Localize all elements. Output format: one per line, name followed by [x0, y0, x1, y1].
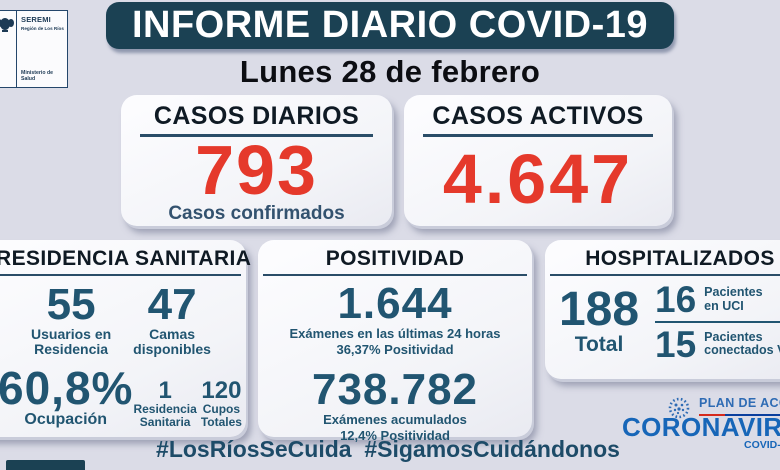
agency-region: Región de Los Ríos	[21, 26, 64, 31]
examenes-acumulados-label: Exámenes acumulados	[323, 411, 467, 427]
chile-coat-of-arms-icon	[0, 15, 14, 48]
positividad-card: POSITIVIDAD 1.644 Exámenes en las última…	[258, 240, 532, 443]
plan-de-accion-lockup: PLAN DE ACCIÓN	[663, 394, 780, 427]
plan-label-wrap: PLAN DE ACCIÓN	[699, 394, 780, 417]
agency-ministry: Ministerio de Salud	[21, 70, 53, 82]
vm-stat: 15 Pacientes conectados VM	[655, 323, 780, 365]
casos-diarios-value: 793	[195, 130, 318, 209]
positividad-acumulada-label: 12,4% Positividad	[340, 427, 450, 443]
title-underline	[422, 134, 654, 137]
vm-value: 15	[655, 323, 697, 365]
residencia-bottom-stats: 60,8% Ocupación 1 Residencia Sanitaria 1…	[0, 361, 246, 429]
covid19-sublabel: COVID-19	[744, 439, 780, 451]
plan-de-accion-label: PLAN DE ACCIÓN	[699, 396, 780, 410]
casos-diarios-title: CASOS DIARIOS	[153, 102, 360, 130]
camas-stat: 47 Camas disponibles	[133, 280, 211, 358]
cropped-banner-fragment	[6, 460, 85, 470]
seremi-logo-box: SEREMI Región de Los Ríos Ministerio de …	[0, 10, 68, 88]
positividad-24h-label: 36,37% Positividad	[336, 342, 454, 358]
hospitalizados-total-label: Total	[574, 333, 624, 357]
camas-value: 47	[147, 280, 197, 329]
residencia-top-stats: 55 Usuarios en Residencia 47 Camas dispo…	[0, 280, 246, 358]
cupos-value: 120	[201, 377, 242, 405]
uci-stat: 16 Pacientes en UCI	[655, 279, 780, 320]
residencia-title: RESIDENCIA SANITARIA	[0, 247, 252, 270]
coat-of-arms-panel	[0, 11, 17, 87]
cupos-stat: 120 Cupos Totales	[197, 379, 246, 429]
examenes-24h-stat: 1.644 Exámenes en las últimas 24 horas 3…	[258, 282, 532, 359]
residencia-sanitaria-card: RESIDENCIA SANITARIA 55 Usuarios en Resi…	[0, 240, 252, 437]
casos-diarios-card: CASOS DIARIOS 793 Casos confirmados	[121, 95, 392, 226]
agency-text-panel: SEREMI Región de Los Ríos Ministerio de …	[17, 11, 67, 87]
residencias-value: 1	[158, 377, 172, 405]
uci-vm-divider	[655, 321, 780, 323]
usuarios-label: Usuarios en Residencia	[31, 325, 112, 358]
casos-activos-title: CASOS ACTIVOS	[432, 102, 644, 130]
examenes-acumulados-value: 738.782	[311, 364, 479, 414]
hospitalizados-total-stat: 188 Total	[551, 282, 647, 358]
ocupacion-label: Ocupación	[24, 411, 108, 429]
hospitalizados-total-value: 188	[558, 282, 640, 336]
residencias-label: Residencia Sanitaria	[133, 402, 197, 430]
examenes-24h-value: 1.644	[337, 279, 453, 328]
uci-value: 16	[655, 279, 697, 320]
ocupacion-value: 60,8%	[0, 361, 134, 414]
report-date: Lunes 28 de febrero	[239, 54, 541, 89]
report-title-banner: INFORME DIARIO COVID-19	[106, 2, 674, 49]
cupos-label: Cupos Totales	[200, 402, 242, 430]
hospitalizados-card: HOSPITALIZADOS 188 Total 16 Pacientes en…	[545, 240, 780, 379]
hospitalizados-title: HOSPITALIZADOS	[585, 247, 775, 270]
usuarios-value: 55	[46, 280, 96, 329]
residencias-stat: 1 Residencia Sanitaria	[133, 379, 196, 429]
title-underline	[139, 134, 374, 137]
coronavirus-icon	[663, 396, 695, 427]
hospitalizados-stats: 188 Total 16 Pacientes en UCI 15 Pacient…	[545, 276, 780, 365]
casos-diarios-label: Casos confirmados	[168, 202, 345, 224]
hospitalizados-detail: 16 Pacientes en UCI 15 Pacientes conecta…	[647, 279, 780, 365]
examenes-24h-label: Exámenes en las últimas 24 horas	[289, 326, 501, 341]
campaign-hashtags: #LosRíosSeCuida #SigamosCuidándonos	[156, 436, 620, 462]
ocupacion-stat: 60,8% Ocupación	[0, 361, 134, 429]
coronavirus-wordmark: CORONAVIRUS	[622, 412, 780, 442]
uci-label: Pacientes en UCI	[704, 284, 763, 313]
flag-underline	[699, 414, 780, 417]
casos-activos-card: CASOS ACTIVOS 4.647	[404, 95, 672, 226]
camas-label: Camas disponibles	[133, 325, 211, 358]
positividad-title: POSITIVIDAD	[325, 247, 465, 270]
agency-name: SEREMI	[21, 15, 51, 24]
report-title: INFORME DIARIO COVID-19	[131, 4, 649, 46]
vm-label: Pacientes conectados VM	[704, 329, 780, 358]
casos-activos-value: 4.647	[442, 139, 634, 218]
title-underline	[263, 274, 527, 276]
title-underline	[550, 274, 780, 276]
usuarios-stat: 55 Usuarios en Residencia	[31, 280, 112, 358]
examenes-acumulados-stat: 738.782 Exámenes acumulados 12,4% Positi…	[258, 364, 532, 445]
title-underline	[0, 274, 241, 276]
